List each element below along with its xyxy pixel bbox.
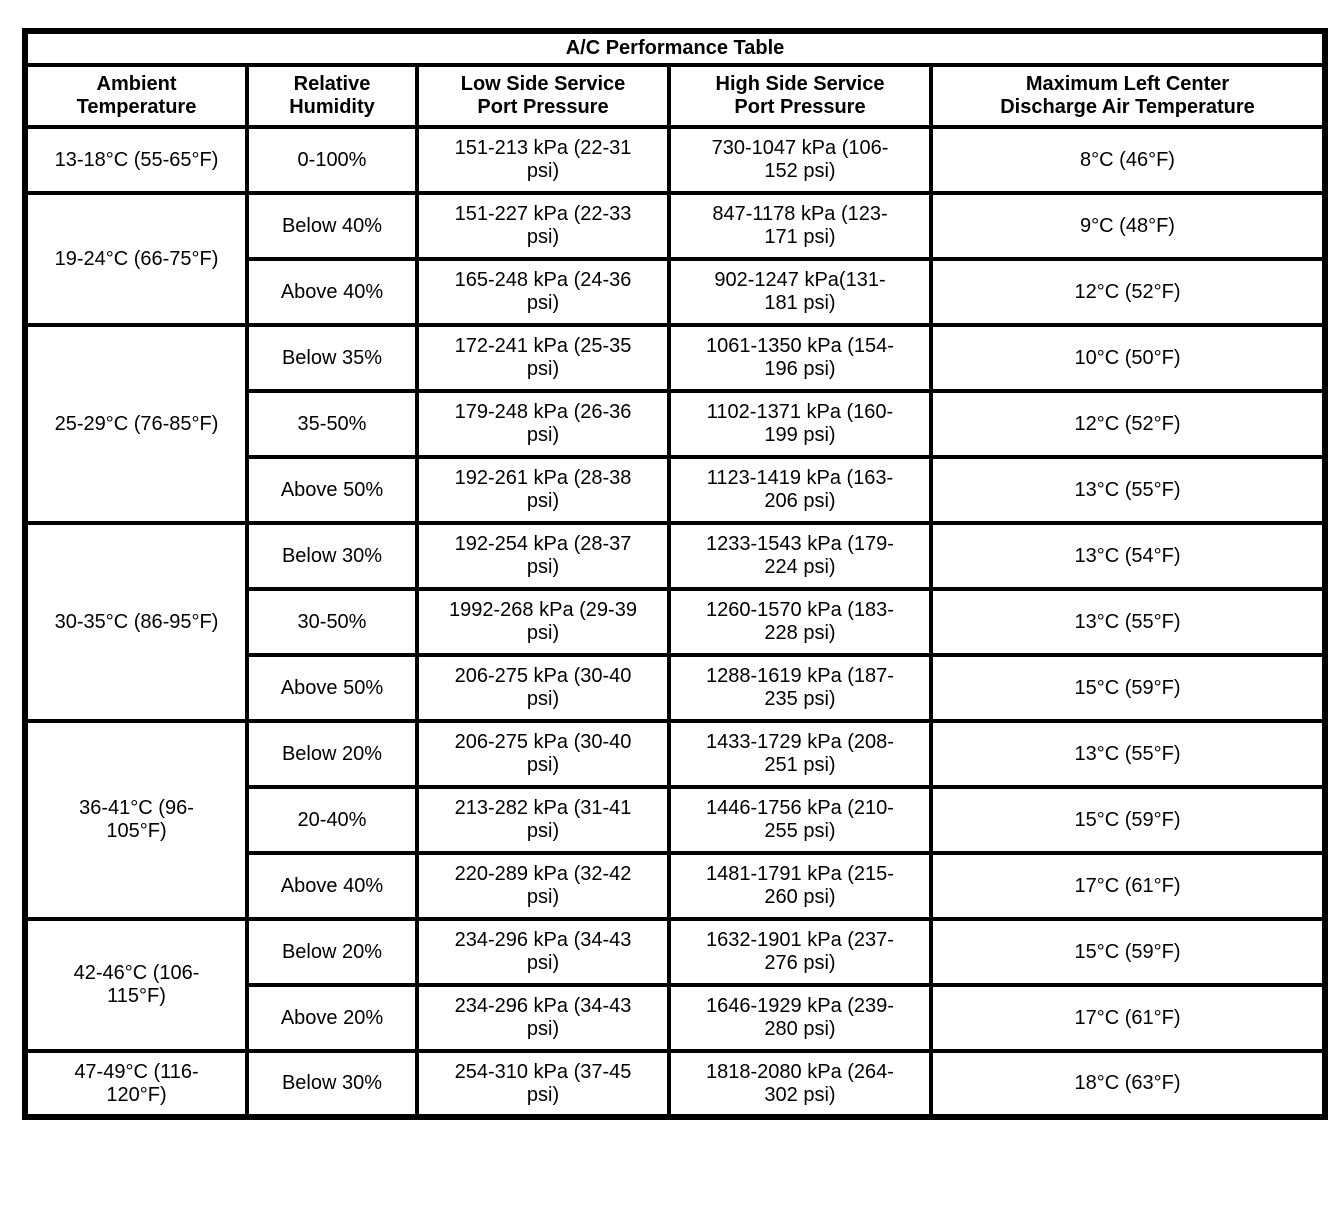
discharge-temp-cell: 12°C (52°F) [928, 389, 1328, 459]
humidity-cell: Below 30% [245, 1049, 419, 1119]
high-pressure-cell: 730-1047 kPa (106- 152 psi) [667, 125, 933, 195]
column-header-ambient: Ambient Temperature [23, 63, 249, 129]
low-pressure-cell: 172-241 kPa (25-35 psi) [415, 323, 671, 393]
low-pressure-cell: 151-227 kPa (22-33 psi) [415, 191, 671, 261]
high-pressure-cell: 1102-1371 kPa (160- 199 psi) [667, 389, 933, 459]
table-row: 47-49°C (116- 120°F) Below 30% 254-310 k… [23, 1049, 1328, 1119]
humidity-cell: 35-50% [245, 389, 419, 459]
ambient-cell: 47-49°C (116- 120°F) [23, 1049, 249, 1119]
discharge-temp-cell: 17°C (61°F) [928, 851, 1328, 921]
ambient-cell: 42-46°C (106- 115°F) [23, 917, 249, 1053]
discharge-temp-cell: 17°C (61°F) [928, 983, 1328, 1053]
table-row: 13-18°C (55-65°F) 0-100% 151-213 kPa (22… [23, 125, 1328, 195]
table-row: Above 40% 165-248 kPa (24-36 psi) 902-12… [25, 257, 1328, 327]
high-pressure-cell: 1123-1419 kPa (163- 206 psi) [667, 455, 933, 525]
high-pressure-cell: 1433-1729 kPa (208- 251 psi) [667, 719, 933, 789]
table-row: 30-35°C (86-95°F) Below 30% 192-254 kPa … [23, 521, 1328, 723]
low-pressure-cell: 179-248 kPa (26-36 psi) [415, 389, 671, 459]
low-pressure-cell: 206-275 kPa (30-40 psi) [415, 653, 671, 723]
humidity-cell: Below 35% [245, 323, 419, 393]
table-row: 35-50% 179-248 kPa (26-36 psi) 1102-1371… [25, 389, 1328, 459]
high-pressure-cell: 1446-1756 kPa (210- 255 psi) [667, 785, 933, 855]
humidity-cell: Above 20% [245, 983, 419, 1053]
discharge-temp-cell: 15°C (59°F) [928, 785, 1328, 855]
high-pressure-cell: 1233-1543 kPa (179- 224 psi) [667, 521, 933, 591]
low-pressure-cell: 213-282 kPa (31-41 psi) [415, 785, 671, 855]
ambient-cell: 13-18°C (55-65°F) [23, 125, 249, 195]
table-row: 30-50% 1992-268 kPa (29-39 psi) 1260-157… [25, 587, 1328, 657]
humidity-cell: Above 50% [245, 455, 419, 525]
high-pressure-cell: 1288-1619 kPa (187- 235 psi) [667, 653, 933, 723]
low-pressure-cell: 192-254 kPa (28-37 psi) [415, 521, 671, 591]
ambient-cell: 30-35°C (86-95°F) [23, 521, 249, 723]
high-pressure-cell: 1632-1901 kPa (237- 276 psi) [667, 917, 933, 987]
discharge-temp-cell: 10°C (50°F) [928, 323, 1328, 393]
low-pressure-cell: 165-248 kPa (24-36 psi) [415, 257, 671, 327]
humidity-cell: Below 30% [245, 521, 419, 591]
high-pressure-cell: 1818-2080 kPa (264- 302 psi) [667, 1049, 933, 1119]
humidity-cell: Below 40% [245, 191, 419, 261]
discharge-temp-cell: 13°C (55°F) [928, 455, 1328, 525]
discharge-temp-cell: 12°C (52°F) [928, 257, 1328, 327]
discharge-temp-cell: 13°C (55°F) [928, 587, 1328, 657]
column-header-discharge-temp: Maximum Left Center Discharge Air Temper… [928, 63, 1328, 129]
high-pressure-cell: 847-1178 kPa (123- 171 psi) [667, 191, 933, 261]
high-pressure-cell: 1061-1350 kPa (154- 196 psi) [667, 323, 933, 393]
table-row: Above 40% 220-289 kPa (32-42 psi) 1481-1… [25, 851, 1328, 921]
humidity-cell: Above 50% [245, 653, 419, 723]
table-row: Above 20% 234-296 kPa (34-43 psi) 1646-1… [25, 983, 1328, 1053]
low-pressure-cell: 1992-268 kPa (29-39 psi) [415, 587, 671, 657]
discharge-temp-cell: 15°C (59°F) [928, 653, 1328, 723]
humidity-cell: Below 20% [245, 719, 419, 789]
high-pressure-cell: 1260-1570 kPa (183- 228 psi) [667, 587, 933, 657]
ambient-cell: 36-41°C (96- 105°F) [23, 719, 249, 921]
column-header-humidity: Relative Humidity [245, 63, 419, 129]
humidity-cell: 30-50% [245, 587, 419, 657]
table-row: 20-40% 213-282 kPa (31-41 psi) 1446-1756… [25, 785, 1328, 855]
table-row: 42-46°C (106- 115°F) Below 20% 234-296 k… [23, 917, 1328, 1053]
humidity-cell: 0-100% [245, 125, 419, 195]
low-pressure-cell: 234-296 kPa (34-43 psi) [415, 917, 671, 987]
low-pressure-cell: 254-310 kPa (37-45 psi) [415, 1049, 671, 1119]
low-pressure-cell: 206-275 kPa (30-40 psi) [415, 719, 671, 789]
high-pressure-cell: 902-1247 kPa(131- 181 psi) [667, 257, 933, 327]
high-pressure-cell: 1481-1791 kPa (215- 260 psi) [667, 851, 933, 921]
discharge-temp-cell: 8°C (46°F) [928, 125, 1328, 195]
humidity-cell: Above 40% [245, 851, 419, 921]
table-row: 25-29°C (76-85°F) Below 35% 172-241 kPa … [23, 323, 1328, 525]
low-pressure-cell: 151-213 kPa (22-31 psi) [415, 125, 671, 195]
humidity-cell: 20-40% [245, 785, 419, 855]
humidity-cell: Below 20% [245, 917, 419, 987]
column-header-high-pressure: High Side Service Port Pressure [667, 63, 933, 129]
discharge-temp-cell: 13°C (54°F) [928, 521, 1328, 591]
high-pressure-cell: 1646-1929 kPa (239- 280 psi) [667, 983, 933, 1053]
table-row: Above 50% 192-261 kPa (28-38 psi) 1123-1… [25, 455, 1328, 525]
column-header-low-pressure: Low Side Service Port Pressure [415, 63, 671, 129]
discharge-temp-cell: 18°C (63°F) [928, 1049, 1328, 1119]
low-pressure-cell: 234-296 kPa (34-43 psi) [415, 983, 671, 1053]
table-title: A/C Performance Table [22, 29, 1328, 67]
ambient-cell: 19-24°C (66-75°F) [23, 191, 249, 327]
table-row: 19-24°C (66-75°F) Below 40% 151-227 kPa … [23, 191, 1328, 327]
ambient-cell: 25-29°C (76-85°F) [23, 323, 249, 525]
ac-performance-table: A/C Performance Table Ambient Temperatur… [22, 28, 1329, 1120]
table-row: 36-41°C (96- 105°F) Below 20% 206-275 kP… [23, 719, 1328, 921]
discharge-temp-cell: 9°C (48°F) [928, 191, 1328, 261]
discharge-temp-cell: 13°C (55°F) [928, 719, 1328, 789]
discharge-temp-cell: 15°C (59°F) [928, 917, 1328, 987]
humidity-cell: Above 40% [245, 257, 419, 327]
table-row: Above 50% 206-275 kPa (30-40 psi) 1288-1… [25, 653, 1328, 723]
low-pressure-cell: 192-261 kPa (28-38 psi) [415, 455, 671, 525]
low-pressure-cell: 220-289 kPa (32-42 psi) [415, 851, 671, 921]
